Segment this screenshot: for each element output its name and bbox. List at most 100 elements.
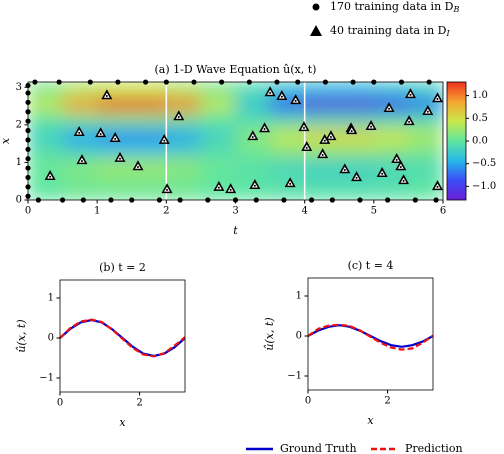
x-tick-label: 0 xyxy=(305,396,311,407)
triangle-dot xyxy=(166,188,169,191)
interior-point xyxy=(339,163,351,174)
heatmap-cell xyxy=(200,185,236,200)
heatmap-cell xyxy=(235,185,271,200)
chart-title: (a) 1-D Wave Equation û(x, t) xyxy=(155,63,317,76)
triangle-dot xyxy=(269,92,272,95)
triangle-dot xyxy=(105,95,108,98)
heatmap-cell xyxy=(200,170,236,186)
x-axis-label: x xyxy=(367,414,374,427)
triangle-dot xyxy=(263,128,266,131)
heatmap-cell xyxy=(270,155,306,171)
legend-text: 170 training data in D xyxy=(330,0,454,13)
interior-point xyxy=(161,183,173,194)
y-tick-label: 1 xyxy=(16,157,22,168)
heatmap-cell xyxy=(304,141,340,157)
y-tick-label: 0 xyxy=(296,331,302,342)
heatmap-cell xyxy=(97,96,133,112)
triangle-dot xyxy=(329,135,332,138)
heatmap-cell xyxy=(408,170,443,186)
interior-point xyxy=(264,86,276,97)
colorbar xyxy=(446,81,467,201)
heatmap-cell xyxy=(28,170,64,186)
heatmap-cell xyxy=(304,185,340,200)
interior-point xyxy=(158,133,170,144)
heatmap-cell xyxy=(62,111,98,127)
heatmap-cell xyxy=(235,141,271,157)
heatmap-cell xyxy=(200,141,236,157)
legend-label: Prediction xyxy=(405,442,463,454)
legend-label: 40 training data in DI xyxy=(330,24,450,38)
y-tick-label: 0 xyxy=(16,195,22,206)
interior-point xyxy=(173,110,185,121)
interior-point xyxy=(101,89,113,100)
heatmap-cell xyxy=(304,170,340,186)
heatmap-cell xyxy=(166,170,202,186)
interior-point xyxy=(249,178,261,189)
interior-point xyxy=(259,122,271,133)
interior-point xyxy=(431,92,443,103)
x-tick-label: 2 xyxy=(136,398,142,409)
heatmap-cell xyxy=(200,126,236,142)
heatmap-cell xyxy=(28,126,64,142)
heatmap-cell xyxy=(131,126,167,142)
heatmap-cell xyxy=(304,155,340,171)
y-tick-label: −1 xyxy=(287,371,302,382)
x-axis-label: t xyxy=(233,224,238,237)
heatmap-cell xyxy=(339,96,375,112)
triangle-dot xyxy=(436,185,439,188)
y-axis-label: û(x, t) xyxy=(15,319,28,352)
x-tick-label: 3 xyxy=(232,206,238,217)
heatmap-cell xyxy=(97,82,133,98)
heatmap-cell xyxy=(131,96,167,112)
interior-point xyxy=(395,160,407,171)
x-tick-label: 2 xyxy=(384,396,390,407)
heatmap-cell xyxy=(131,185,167,200)
heatmap-cell xyxy=(270,141,306,157)
line-series xyxy=(307,323,434,351)
interior-point xyxy=(44,169,56,180)
heatmap-cell xyxy=(373,185,409,200)
heatmap-cell xyxy=(166,111,202,127)
heatmap-cell xyxy=(28,111,64,127)
interior-point xyxy=(298,121,310,132)
triangle-dot xyxy=(114,137,117,140)
triangle-dot xyxy=(323,139,326,142)
x-tick-label: 0 xyxy=(57,398,63,409)
triangle-dot xyxy=(399,165,402,168)
plot-frame xyxy=(59,279,186,393)
heatmap-cell xyxy=(339,82,375,98)
heatmap-cell xyxy=(373,96,409,112)
heatmap-cell xyxy=(166,155,202,171)
triangle-dot xyxy=(80,159,83,162)
interior-point xyxy=(317,148,329,159)
triangle-dot xyxy=(78,131,81,134)
triangle-dot xyxy=(118,157,121,160)
colorbar-tick-label: −1.0 xyxy=(472,181,496,192)
legend-subscript: I xyxy=(445,29,450,38)
heatmap-cell xyxy=(235,82,271,98)
interior-point xyxy=(404,88,416,99)
triangle-dot xyxy=(409,93,412,96)
heatmap-cell xyxy=(97,111,133,127)
heatmap-cell xyxy=(62,185,98,200)
heatmap-cell xyxy=(166,82,202,98)
triangle-dot xyxy=(408,120,411,123)
legend-marker xyxy=(312,3,320,11)
heatmap-cell xyxy=(373,82,409,98)
heatmap-cell xyxy=(270,82,306,98)
x-tick-label: 1 xyxy=(94,206,100,217)
heatmap-cell xyxy=(200,111,236,127)
y-tick-label: −1 xyxy=(39,373,54,384)
colorbar-tick-label: −0.5 xyxy=(472,158,496,169)
heatmap-cell xyxy=(131,170,167,186)
heatmap-cell xyxy=(270,126,306,142)
triangle-dot xyxy=(426,110,429,113)
interior-point xyxy=(247,130,259,141)
heatmap-cell xyxy=(131,82,167,98)
triangle-dot xyxy=(402,179,405,182)
heatmap-cell xyxy=(339,141,375,157)
heatmap-cell xyxy=(235,111,271,127)
heatmap-area xyxy=(28,82,443,200)
triangle-dot xyxy=(99,132,102,135)
heatmap-cell xyxy=(62,82,98,98)
